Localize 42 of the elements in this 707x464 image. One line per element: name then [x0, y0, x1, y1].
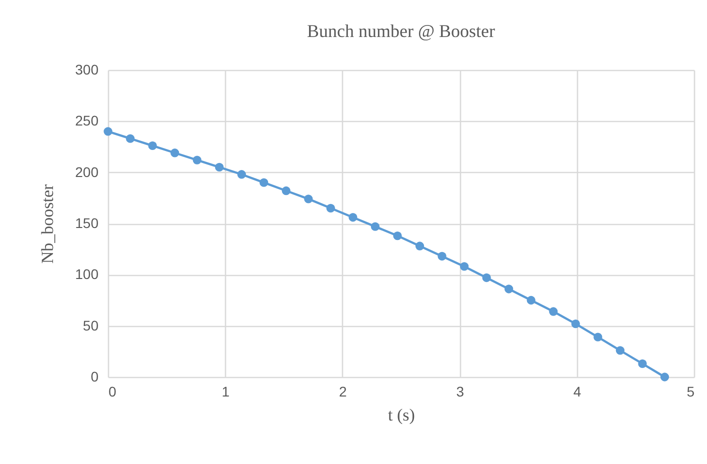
point — [438, 252, 446, 261]
point — [237, 170, 246, 179]
point — [393, 231, 402, 240]
x-tick-label: 3 — [456, 384, 464, 400]
point — [370, 222, 380, 231]
point — [104, 127, 112, 136]
x-tick-label: 2 — [339, 384, 347, 400]
x-tick-label: 5 — [686, 384, 695, 400]
point — [415, 242, 424, 250]
point — [348, 213, 358, 222]
point — [482, 273, 491, 282]
point — [504, 284, 514, 294]
point — [638, 359, 647, 368]
y-axis-title: Nb_booster — [38, 184, 58, 264]
y-tick-label: 250 — [75, 112, 99, 129]
point — [192, 156, 202, 164]
point — [660, 372, 670, 382]
point — [549, 307, 558, 316]
point — [616, 346, 624, 355]
y-tick-label: 200 — [75, 164, 99, 180]
x-tick-label: 1 — [222, 384, 230, 400]
point — [260, 178, 268, 187]
chart-title: Bunch number @ Booster — [306, 21, 496, 41]
point — [282, 186, 290, 196]
x-tick-label: 4 — [573, 384, 582, 400]
point — [148, 141, 157, 150]
point — [170, 148, 180, 158]
y-tick-label: 0 — [90, 368, 99, 384]
y-tick-label: 300 — [75, 62, 99, 78]
point — [304, 194, 313, 204]
point — [594, 332, 602, 342]
x-tick-label: 0 — [108, 384, 116, 400]
point — [326, 204, 336, 212]
point — [215, 162, 224, 172]
point — [526, 296, 536, 305]
y-tick-label: 100 — [75, 266, 99, 282]
point — [126, 134, 135, 143]
point — [571, 319, 580, 328]
x-axis-title: t (s) — [388, 406, 415, 424]
y-tick-label: 150 — [75, 215, 99, 231]
y-tick-label: 50 — [82, 317, 99, 334]
point — [460, 262, 469, 271]
